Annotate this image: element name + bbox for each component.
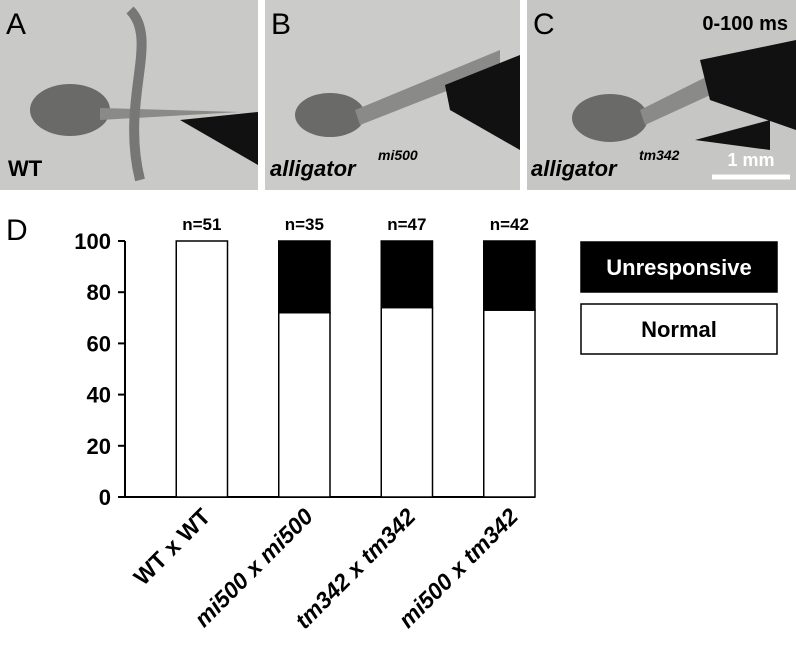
panel-label: WT: [8, 156, 43, 181]
legend-box: [580, 303, 778, 355]
bar-segment: [380, 306, 434, 498]
panel-letter: C: [533, 8, 555, 41]
bar-segment: [483, 240, 536, 311]
fish: [126, 6, 147, 182]
y-tick-label: 80: [87, 280, 111, 305]
y-tick-label: 100: [74, 229, 111, 254]
y-tick-label: 0: [99, 485, 111, 510]
bar-segment: [483, 309, 536, 498]
annotation: n=47: [387, 215, 426, 234]
fish: [572, 94, 648, 142]
fish: [295, 93, 365, 137]
fish-tail: [355, 50, 500, 125]
x-tick-label: WT x WT: [128, 503, 215, 590]
panel-superscript: tm342: [639, 147, 680, 163]
annotation: n=42: [490, 215, 529, 234]
legend-label: Unresponsive: [606, 255, 752, 280]
legend-box: [580, 241, 778, 293]
probe: [180, 112, 258, 165]
y-tick-label: 40: [87, 383, 111, 408]
bar-segment: [380, 240, 434, 309]
panel-superscript: mi500: [378, 147, 418, 163]
panel-label: alligator: [531, 156, 618, 181]
photo-panels: [0, 0, 796, 190]
legend-label: Normal: [641, 317, 717, 342]
bar-segment: [175, 240, 229, 498]
y-tick-label: 20: [87, 434, 111, 459]
bar-segment: [278, 240, 331, 314]
annotation: n=51: [182, 215, 221, 234]
annotation: n=35: [285, 215, 324, 234]
panel-label: alligator: [270, 156, 357, 181]
probe: [695, 40, 796, 150]
time-label: 0-100 ms: [702, 13, 788, 35]
y-tick-label: 60: [87, 331, 111, 356]
panel-letter: B: [271, 8, 291, 41]
panel-letter: D: [6, 214, 28, 247]
panel-letter: A: [6, 8, 26, 41]
probe: [445, 55, 520, 150]
fish: [30, 84, 110, 136]
bar-segment: [278, 311, 331, 498]
scale-label: 1 mm: [727, 150, 774, 170]
